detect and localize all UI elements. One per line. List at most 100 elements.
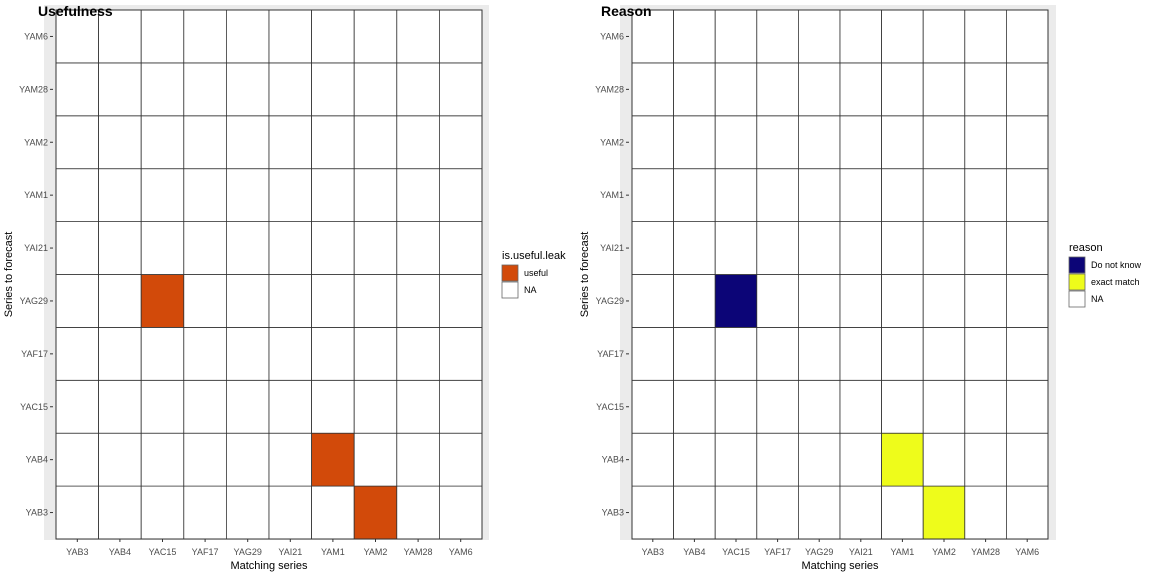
heatmap-cell-empty — [55, 115, 99, 170]
heatmap-cell-empty — [268, 274, 312, 328]
y-tick-label: YAM1 — [600, 190, 624, 200]
heatmap-cell-empty — [631, 62, 674, 117]
heatmap-cell-empty — [714, 326, 758, 381]
heatmap-cell-empty — [881, 379, 924, 434]
heatmap-cell-empty — [673, 115, 716, 170]
heatmap-cell-empty — [798, 62, 841, 117]
heatmap-cell-empty — [839, 274, 882, 328]
heatmap-cell-empty — [964, 485, 1007, 540]
heatmap-cell-empty — [1006, 326, 1049, 381]
heatmap-cell-empty — [756, 168, 799, 222]
heatmap-cell-empty — [922, 432, 966, 487]
heatmap-cell-empty — [353, 221, 398, 275]
heatmap-cell-empty — [839, 379, 882, 434]
heatmap-cell-empty — [225, 62, 270, 117]
heatmap-cell-empty — [1006, 379, 1049, 434]
legend-key-na — [501, 281, 519, 299]
legend-key-do-not-know — [1068, 256, 1086, 274]
heatmap-cell-empty — [881, 62, 924, 117]
heatmap-cell-empty — [756, 326, 799, 381]
heatmap-cell-empty — [1006, 62, 1049, 117]
plot-border — [55, 9, 483, 540]
heatmap-cell-empty — [438, 379, 483, 434]
heatmap-cell-empty — [839, 62, 882, 117]
heatmap-cell-empty — [225, 485, 270, 540]
heatmap-cells — [55, 9, 483, 540]
heatmap-cell-empty — [964, 62, 1007, 117]
heatmap-cell-empty — [714, 62, 758, 117]
x-axis-title: Matching series — [230, 560, 308, 572]
x-axis-title: Matching series — [801, 560, 879, 572]
heatmap-cell-empty — [1006, 9, 1049, 64]
legend-label: Do not know — [1091, 260, 1142, 270]
heatmap-cell-empty — [839, 432, 882, 487]
heatmap-cell-empty — [922, 274, 966, 328]
heatmap-cell-empty — [798, 221, 841, 275]
heatmap-cell-empty — [396, 379, 440, 434]
heatmap-cell-empty — [756, 115, 799, 170]
heatmap-cell-empty — [55, 432, 99, 487]
heatmap-cell-empty — [140, 326, 185, 381]
x-tick-label: YAM2 — [932, 547, 956, 557]
heatmap-cell-empty — [922, 9, 966, 64]
heatmap-cell-empty — [798, 432, 841, 487]
heatmap-cell-empty — [964, 326, 1007, 381]
heatmap-cell-empty — [673, 326, 716, 381]
x-tick-label: YAG29 — [805, 547, 833, 557]
heatmap-cell-empty — [55, 274, 99, 328]
heatmap-cell-empty — [140, 9, 185, 64]
legend-label: NA — [1091, 294, 1104, 304]
heatmap-cell-empty — [140, 168, 185, 222]
heatmap-cell-empty — [839, 9, 882, 64]
heatmap-cell-empty — [1006, 115, 1049, 170]
heatmap-cell-empty — [183, 9, 227, 64]
heatmap-cell-empty — [55, 379, 99, 434]
y-tick-label: YAI21 — [24, 243, 48, 253]
heatmap-cell-empty — [756, 274, 799, 328]
heatmap-cell-YAM2-YAB3 — [353, 485, 398, 540]
heatmap-cell-empty — [98, 62, 142, 117]
heatmap-cell-empty — [798, 379, 841, 434]
heatmap-cell-empty — [183, 432, 227, 487]
heatmap-cell-empty — [839, 485, 882, 540]
heatmap-cell-empty — [438, 485, 483, 540]
heatmap-cell-YAM1-YAB4 — [311, 432, 355, 487]
y-tick-label: YAF17 — [21, 349, 48, 359]
heatmap-cell-empty — [311, 485, 355, 540]
heatmap-cell-empty — [714, 168, 758, 222]
heatmap-cell-empty — [140, 115, 185, 170]
x-tick-label: YAB3 — [642, 547, 664, 557]
heatmap-cell-empty — [268, 168, 312, 222]
heatmap-cell-empty — [756, 379, 799, 434]
heatmap-cell-empty — [839, 221, 882, 275]
x-tick-label: YAB4 — [683, 547, 705, 557]
y-axis-title: Series to forecast — [579, 232, 591, 318]
heatmap-cell-empty — [353, 274, 398, 328]
y-tick-label: YAG29 — [596, 296, 624, 306]
heatmap-cell-empty — [268, 9, 312, 64]
heatmap-cell-empty — [922, 379, 966, 434]
y-tick-label: YAM6 — [600, 31, 624, 41]
heatmap-cell-empty — [631, 379, 674, 434]
heatmap-cell-empty — [396, 9, 440, 64]
heatmap-cell-empty — [183, 326, 227, 381]
heatmap-cell-empty — [311, 62, 355, 117]
heatmap-cell-empty — [673, 432, 716, 487]
plot-border — [631, 9, 1049, 540]
heatmap-cell-empty — [1006, 221, 1049, 275]
heatmap-cell-empty — [631, 485, 674, 540]
legend-label: NA — [524, 285, 537, 295]
heatmap-cell-empty — [98, 379, 142, 434]
heatmap-cell-empty — [55, 485, 99, 540]
heatmap-cell-empty — [396, 274, 440, 328]
heatmap-cell-empty — [964, 9, 1007, 64]
heatmap-cell-empty — [673, 274, 716, 328]
heatmap-cell-empty — [756, 221, 799, 275]
heatmap-cell-YAC15-YAG29 — [714, 274, 758, 328]
x-tick-label: YAF17 — [192, 547, 219, 557]
heatmap-cell-empty — [964, 168, 1007, 222]
heatmap-cell-empty — [798, 326, 841, 381]
heatmap-cell-empty — [673, 9, 716, 64]
heatmap-cell-empty — [756, 432, 799, 487]
heatmap-cell-empty — [311, 274, 355, 328]
